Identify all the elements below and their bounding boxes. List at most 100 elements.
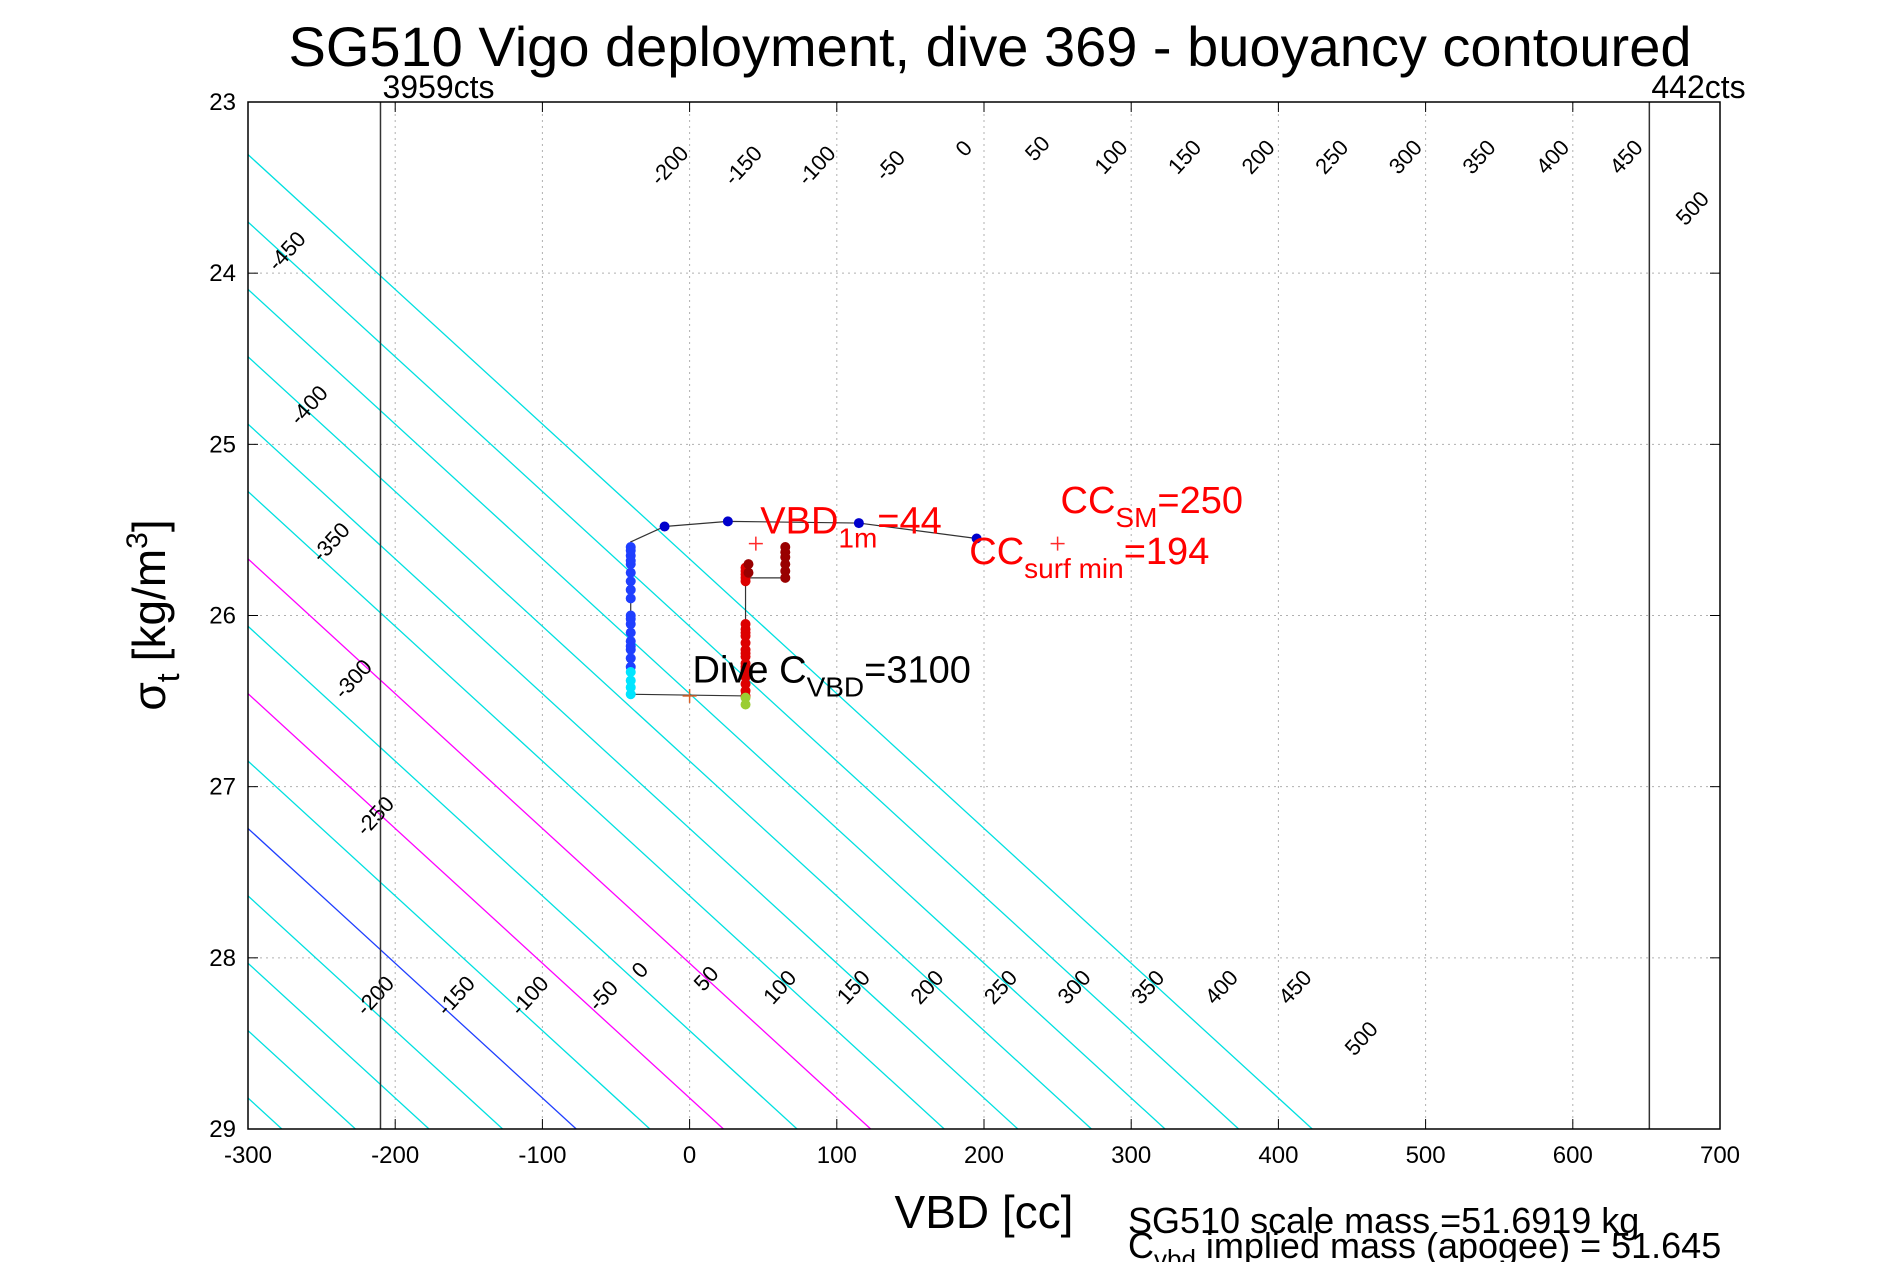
x-tick-label: 700	[1700, 1142, 1740, 1169]
footer: SG510 scale mass =51.6919 kg Cvbd implie…	[1128, 1200, 1721, 1262]
y-tick-label: 25	[209, 431, 236, 458]
footer-line2-sub: vbd	[1154, 1244, 1196, 1262]
svg-text:σt[kg/m3]: σt [kg/m3]	[121, 519, 186, 710]
x-tick-label: 100	[817, 1142, 857, 1169]
data-point-near-surface	[780, 572, 791, 583]
y-tick-label: 28	[209, 945, 236, 972]
annotation-main: VBD	[760, 500, 838, 542]
data-point-deep	[625, 689, 636, 700]
annotation: VBD1m=44	[760, 500, 942, 553]
annotation-main: CC	[1061, 480, 1116, 522]
contour-line--350	[0, 102, 61, 1129]
data-point-descent	[625, 641, 636, 652]
data-point-deep	[625, 682, 636, 693]
x-tick-label: 300	[1111, 1142, 1151, 1169]
axes: -300 -200 -100 0 100 200 300 400 500 600 700232425…	[209, 89, 1740, 1169]
contour-label: 450	[1605, 135, 1648, 179]
contour-line--50	[248, 894, 504, 1129]
contour-label: 350	[1457, 135, 1500, 179]
data-point-near-surface	[743, 567, 754, 578]
data-point-descent	[625, 593, 636, 604]
annotation: Dive CVBD=3100	[693, 649, 971, 702]
data-points	[625, 516, 982, 710]
annotation-sub: SM	[1115, 502, 1157, 533]
data-point-descent	[625, 545, 636, 556]
contour-line-300	[248, 423, 1019, 1129]
contour-label: 500	[1671, 186, 1714, 230]
contour-label: 250	[979, 965, 1022, 1009]
contour-label: 350	[1126, 965, 1169, 1009]
data-point-near-surface	[780, 552, 791, 563]
annotation-value: =194	[1124, 531, 1210, 573]
contour-label: -100	[505, 971, 553, 1020]
x-tick-label: 200	[964, 1142, 1004, 1169]
contour-line-50	[248, 760, 651, 1129]
footer-line2-main: C	[1128, 1225, 1154, 1262]
data-point-descent	[625, 613, 636, 624]
data-point-near-surface	[780, 559, 791, 570]
contour-label: 0	[950, 135, 977, 161]
contour-label: -250	[351, 791, 399, 840]
contour-label: 300	[1384, 135, 1427, 179]
data-point-surface	[853, 518, 864, 529]
x-tick-label: 500	[1406, 1142, 1446, 1169]
x-tick-label: 400	[1258, 1142, 1298, 1169]
data-point-deep	[625, 666, 636, 677]
svg-text:Cvbd implied mass (apogee) = 5: Cvbd implied mass (apogee) = 51.645	[1128, 1225, 1721, 1262]
annotation-value: =3100	[864, 649, 971, 691]
annotation-value: =250	[1157, 480, 1243, 522]
contour-line-0	[248, 827, 577, 1129]
annotation: CCsurf min=194	[969, 531, 1209, 584]
contour-label: -150	[432, 971, 480, 1020]
vbd-limit-label: 442cts	[1651, 69, 1745, 105]
contour-label: 50	[689, 961, 724, 996]
contour-label: 100	[758, 965, 801, 1009]
grid-lines	[248, 102, 1720, 1129]
data-point-descent	[625, 627, 636, 638]
data-point-apogee	[740, 692, 751, 703]
footer-line2-rest: implied mass (apogee) = 51.645	[1196, 1225, 1721, 1262]
annotation-value: =44	[877, 500, 941, 542]
annotation-sub: surf min	[1024, 553, 1124, 584]
contour-label: -100	[792, 141, 840, 190]
data-point-near-surface	[743, 559, 754, 570]
contour-label: -50	[583, 975, 623, 1015]
y-tick-label: 23	[209, 89, 236, 116]
data-point-surface	[722, 516, 733, 527]
contour-label: -200	[645, 141, 693, 190]
y-label-unit: [kg/m	[123, 549, 175, 661]
annotation-sub: VBD	[807, 671, 865, 702]
data-point-apogee	[740, 699, 751, 710]
contour-line-250	[248, 490, 945, 1129]
data-point-deep	[625, 675, 636, 686]
data-point-surface	[971, 533, 982, 544]
data-point-ascent	[740, 661, 751, 672]
data-point-ascent	[740, 637, 751, 648]
x-tick-label: -300	[224, 1142, 272, 1169]
contour-label: -50	[870, 145, 910, 185]
buoyancy-contours	[0, 102, 1313, 1129]
contour-label: 450	[1273, 965, 1316, 1009]
contour-label: 100	[1089, 135, 1132, 179]
contour-label: -400	[285, 380, 333, 429]
annotation-main: CC	[969, 531, 1024, 573]
y-label-sub: t	[150, 673, 186, 682]
contour-line-400	[248, 288, 1166, 1129]
contour-label: 150	[1163, 135, 1206, 179]
contour-line-450	[248, 221, 1240, 1129]
contour-label: 200	[1237, 135, 1280, 179]
chart-title: SG510 Vigo deployment, dive 369 - buoyan…	[288, 15, 1691, 78]
y-label-close: ]	[123, 519, 175, 532]
annotation-main: Dive C	[693, 649, 807, 691]
data-point-descent	[625, 584, 636, 595]
x-tick-label: -200	[371, 1142, 419, 1169]
contour-line-100	[248, 692, 724, 1129]
footer-line1: SG510 scale mass =51.6919 kg	[1128, 1200, 1639, 1241]
contour-label: 50	[1020, 131, 1055, 166]
contour-label: -350	[307, 517, 355, 566]
contour-label: -300	[329, 654, 377, 703]
contour-label: -150	[719, 141, 767, 190]
